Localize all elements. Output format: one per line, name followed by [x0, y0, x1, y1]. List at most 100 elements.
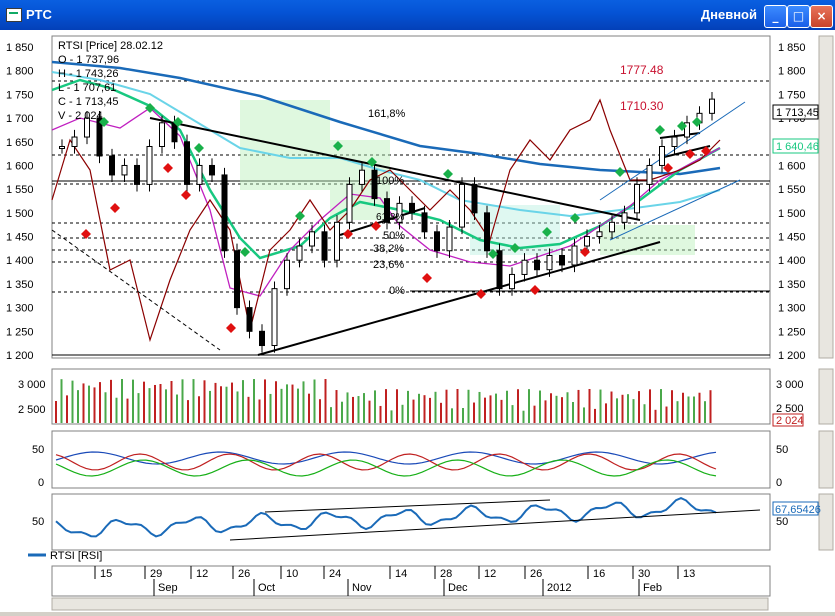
- legend-low: L - 1 707,61: [58, 82, 116, 94]
- buy-signal-marker: [510, 243, 520, 253]
- y-tick-right: 1 400: [778, 255, 806, 267]
- candle-body: [396, 202, 403, 223]
- candle-body: [534, 259, 540, 271]
- sell-signal-marker: [422, 273, 432, 283]
- candle-body: [659, 146, 665, 166]
- rsi-trendline-upper: [264, 499, 551, 513]
- candle-body: [184, 141, 190, 185]
- sell-signal-marker: [663, 163, 673, 173]
- y-tick-right: 1 850: [778, 42, 806, 54]
- close-button[interactable]: ×: [810, 5, 833, 28]
- candle-body: [371, 169, 378, 200]
- last-price-box: [772, 104, 819, 120]
- sell-signal-marker: [163, 163, 173, 173]
- candle-body: [196, 164, 203, 185]
- chart-area: 1 850 1 800 1 750 1 700 1 650 1 600 1 550 1 500…: [0, 30, 835, 612]
- candles: [59, 92, 715, 353]
- candle-body: [284, 259, 290, 290]
- buy-signal-marker: [570, 213, 580, 223]
- day-label: 12: [196, 568, 208, 580]
- candle-body: [71, 136, 78, 148]
- maximize-button[interactable]: □: [787, 5, 810, 28]
- y-tick-left: 1 500: [6, 208, 34, 220]
- timeframe-label[interactable]: Дневной: [700, 7, 757, 22]
- minus-di-line: [55, 453, 717, 471]
- y-tick-right: 1 800: [778, 66, 806, 78]
- candle-body: [409, 202, 415, 214]
- candle-body: [334, 221, 340, 261]
- y-tick-left: 1 600: [6, 160, 34, 172]
- candle-body: [496, 250, 503, 290]
- candle-body: [259, 330, 265, 347]
- buy-signal-marker: [295, 211, 305, 221]
- rsi-trendline-lower: [229, 509, 761, 541]
- day-label: 24: [329, 568, 341, 580]
- y-tick-left: 1 550: [6, 184, 34, 196]
- volume-tick-3000-right: 3 000: [776, 379, 804, 391]
- y-tick-left: 1 850: [6, 42, 34, 54]
- fib-38: 38,2%: [373, 243, 404, 255]
- day-label: 30: [638, 568, 650, 580]
- candle-body: [221, 174, 228, 252]
- candle-body: [671, 136, 678, 148]
- volume-scrollbar[interactable]: [818, 368, 834, 425]
- candle-body: [209, 164, 215, 176]
- candle-body: [621, 212, 628, 223]
- legend-close: C - 1 713,45: [58, 96, 119, 108]
- sell-signal-marker: [685, 149, 695, 159]
- horizontal-scrollbar[interactable]: [51, 597, 769, 611]
- month-label: Sep: [158, 582, 178, 594]
- y-tick-left: 1 800: [6, 66, 34, 78]
- minimize-button[interactable]: _: [764, 5, 787, 28]
- bollinger-band: [51, 107, 721, 297]
- adx-scrollbar[interactable]: [818, 430, 834, 489]
- adx-tick-0-right: 0: [776, 477, 782, 489]
- price-legend: RTSI [Price] 28.02.12 O - 1 737,96 H - 1…: [58, 40, 163, 122]
- y-tick-left: 1 750: [6, 89, 34, 101]
- rsi-scrollbar[interactable]: [818, 493, 834, 551]
- candle-body: [234, 250, 240, 309]
- candle-body: [309, 231, 315, 247]
- day-label: 29: [150, 568, 162, 580]
- candle-body: [471, 183, 478, 214]
- day-label: 13: [683, 568, 695, 580]
- sell-signal-marker: [343, 229, 353, 239]
- y-tick-right: 1 550: [778, 184, 806, 196]
- rsi-tick-50-right: 50: [776, 516, 788, 528]
- buy-signal-marker: [145, 103, 155, 113]
- trendline-top: [659, 132, 701, 139]
- y-tick-right: 1 450: [778, 232, 806, 244]
- sell-signal-marker: [110, 203, 120, 213]
- time-axis: [51, 565, 771, 597]
- price-panel: [51, 35, 771, 359]
- y-tick-left: 1 250: [6, 326, 34, 338]
- rsi-line: [55, 497, 761, 541]
- candle-body: [171, 122, 178, 143]
- chart-app-icon: [6, 8, 22, 22]
- trendline-down: [149, 117, 641, 221]
- title-bar[interactable]: РТС Дневной _ □ ×: [0, 0, 835, 31]
- price-scrollbar[interactable]: [818, 35, 834, 359]
- y-tick-left: 1 650: [6, 137, 34, 149]
- candle-body: [346, 183, 353, 223]
- buy-signal-marker: [333, 141, 343, 151]
- volume-last-box: [772, 413, 804, 427]
- candle-body: [384, 198, 390, 223]
- candle-body: [559, 254, 565, 266]
- fib-0: 0%: [389, 285, 405, 297]
- month-label: 2012: [547, 582, 571, 594]
- buy-signal-marker: [173, 117, 183, 127]
- buy-signal-marker: [367, 157, 377, 167]
- day-label: 26: [530, 568, 542, 580]
- y-tick-right: 1 500: [778, 208, 806, 220]
- candle-body: [684, 122, 690, 138]
- sell-signal-marker: [476, 289, 486, 299]
- candle-body: [434, 231, 440, 252]
- chart-svg[interactable]: 1 850 1 800 1 750 1 700 1 650 1 600 1 550 1 500…: [0, 30, 835, 612]
- candle-body: [84, 117, 90, 138]
- adx-tick-50-left: 50: [32, 444, 44, 456]
- candle-body: [509, 273, 515, 290]
- y-tick-right: 1 300: [778, 303, 806, 315]
- volume-bars: [55, 379, 712, 423]
